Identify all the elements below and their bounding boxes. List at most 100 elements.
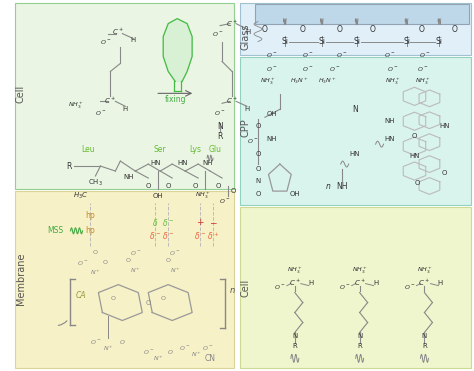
Text: $O^-$: $O^-$ [419,52,430,59]
Text: $O^-$: $O^-$ [212,30,224,37]
Text: OH: OH [153,193,164,199]
Text: $NH_3^+$: $NH_3^+$ [195,191,211,201]
Text: Si: Si [403,37,410,46]
Text: $O^-$: $O^-$ [100,37,111,46]
Text: $N^+$: $N^+$ [153,354,164,363]
Text: O: O [262,25,268,34]
Text: O: O [103,260,108,265]
Text: $C^+$: $C^+$ [354,278,365,288]
Text: $H_3N^+$: $H_3N^+$ [291,76,309,86]
Text: OH: OH [290,191,300,197]
Text: O: O [146,299,151,306]
Text: O: O [370,25,375,34]
Text: N: N [217,122,223,131]
Text: H: H [123,106,128,112]
Text: +: + [196,219,204,227]
Text: $O^-$: $O^-$ [302,65,313,73]
Text: O: O [255,166,261,172]
Text: R: R [292,344,297,349]
Text: O: O [419,25,424,34]
Text: N: N [292,334,298,339]
Text: HN: HN [409,153,420,159]
Text: R: R [218,132,223,141]
Text: $N^+$: $N^+$ [170,266,181,275]
Text: H: H [438,280,443,286]
Text: Cell: Cell [241,279,251,297]
Text: $NH_3^+$: $NH_3^+$ [260,76,276,86]
Text: $NH_3^+$: $NH_3^+$ [287,266,303,276]
Text: H: H [373,280,378,286]
Text: hp: hp [85,226,95,235]
Text: O: O [230,188,236,194]
Bar [255,4,469,24]
Text: $O^-$: $O^-$ [266,52,278,59]
Text: $O^-$: $O^-$ [329,65,340,73]
Text: O: O [415,180,420,186]
Text: O: O [166,258,171,263]
Text: N: N [255,178,261,184]
Text: $C^+$: $C^+$ [419,278,430,288]
Text: CH$_3$: CH$_3$ [88,178,103,188]
Text: O: O [255,123,261,129]
Text: $C^+$: $C^+$ [226,19,238,29]
Text: NH: NH [336,183,347,191]
Text: $O^-$: $O^-$ [274,283,285,290]
Text: O: O [146,183,151,189]
Text: Membrane: Membrane [16,252,26,305]
Text: O: O [93,250,98,255]
Text: O: O [337,25,343,34]
Text: $O^-$: $O^-$ [214,109,226,117]
Text: HN: HN [150,160,161,166]
Text: $C^+$: $C^+$ [112,26,124,37]
Text: $\delta^-$: $\delta^-$ [162,230,174,241]
Text: $C^+$: $C^+$ [104,96,116,106]
Text: Si: Si [282,37,288,46]
Text: O: O [165,183,171,189]
Text: O: O [255,151,261,157]
Bar [15,191,234,368]
Text: Glass: Glass [241,23,251,50]
Text: $NH_3^+$: $NH_3^+$ [415,76,430,86]
Text: $N^+$: $N^+$ [130,266,141,275]
Text: HN: HN [439,123,450,129]
Text: $N^+$: $N^+$ [191,350,201,359]
Text: $O^-$: $O^-$ [129,249,141,257]
Text: $O^-$: $O^-$ [95,109,106,117]
Text: R: R [422,344,427,349]
Text: NH: NH [384,118,395,124]
Text: $O^-$: $O^-$ [247,137,259,145]
Bar [240,58,471,205]
Text: Leu: Leu [82,145,95,154]
Text: N: N [357,334,362,339]
Text: −: − [210,219,217,227]
Text: Cell: Cell [16,85,26,104]
Text: $NH_3^+$: $NH_3^+$ [68,101,83,112]
Text: O: O [161,296,166,301]
Text: $\delta^+$: $\delta^+$ [207,230,219,242]
Text: H: H [246,29,251,35]
Text: O: O [451,25,457,34]
Text: H: H [244,106,250,112]
Text: N: N [422,334,427,339]
Text: H: H [308,280,313,286]
Text: HN: HN [177,160,187,166]
Text: CN: CN [205,354,216,363]
Text: $n$: $n$ [325,183,331,191]
Text: $O^-$: $O^-$ [302,52,313,59]
Text: $\delta^-$: $\delta^-$ [194,230,206,241]
Text: $C^+$: $C^+$ [226,96,238,106]
Text: NH: NH [123,174,134,180]
Bar [15,3,234,189]
Text: $H_3N^+$: $H_3N^+$ [319,76,337,86]
Text: O: O [126,258,131,263]
Text: Si: Si [318,37,325,46]
Text: $O^-$: $O^-$ [387,65,398,73]
Text: H: H [131,37,136,43]
Text: O: O [442,170,447,176]
Text: NH: NH [267,136,277,142]
Text: $NH_3^+$: $NH_3^+$ [384,76,401,86]
Text: $O^-$: $O^-$ [266,65,278,73]
Text: $\delta$: $\delta$ [152,217,158,229]
Text: $NH_3^+$: $NH_3^+$ [417,266,432,276]
Text: $O^-$: $O^-$ [143,348,154,357]
